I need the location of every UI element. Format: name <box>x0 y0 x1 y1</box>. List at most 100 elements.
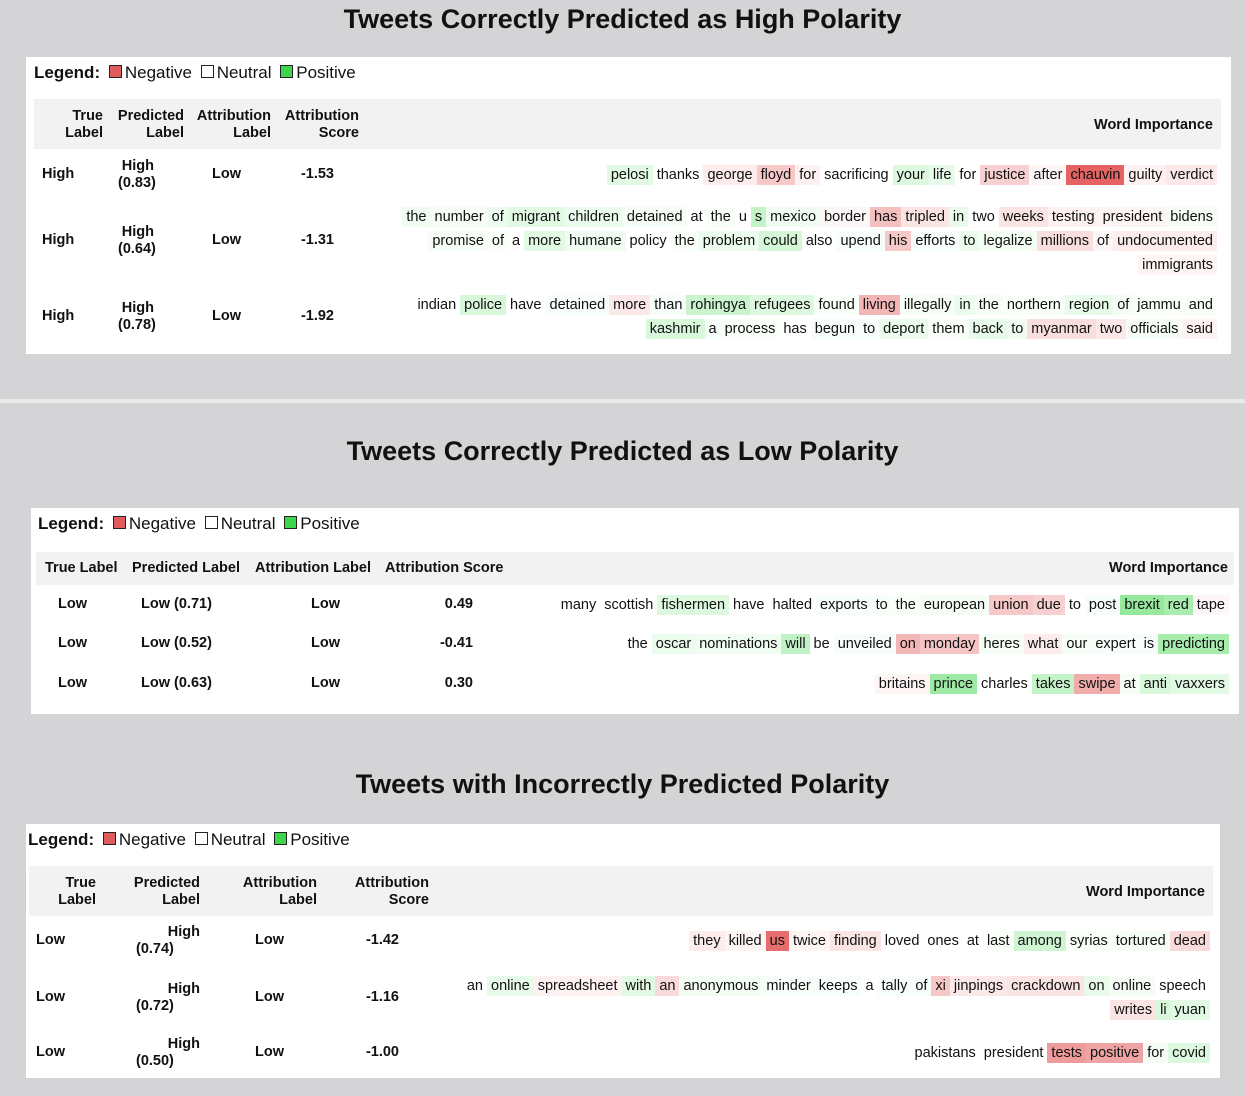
word-token: tape <box>1192 595 1229 615</box>
word-token: has <box>783 321 807 337</box>
header-attribution-score: Attribution Score <box>354 875 429 908</box>
true-label-cell: Low <box>36 1044 65 1060</box>
word-token: problem <box>698 231 760 251</box>
word-token: us <box>765 931 789 951</box>
word-token: more <box>609 295 651 315</box>
word-token: takes <box>1031 674 1075 694</box>
word-token: with <box>621 976 656 996</box>
word-token: due <box>1032 595 1065 615</box>
predicted-prob-cell: (0.83) <box>118 175 156 191</box>
word-token: rohingya <box>686 295 751 315</box>
predicted-prob-cell: (0.78) <box>118 317 156 333</box>
word-token: have <box>733 597 765 613</box>
word-token: minder <box>762 976 815 996</box>
word-token: process <box>721 319 780 339</box>
word-token: post <box>1084 595 1121 615</box>
table-panel-high: Legend: Negative Neutral Positive True La… <box>26 57 1231 354</box>
word-token: also <box>805 233 833 249</box>
word-token: tests <box>1047 1043 1087 1063</box>
header-predicted-label: Predicted Label <box>117 108 184 141</box>
neutral-swatch-icon <box>200 65 214 78</box>
word-token: twice <box>788 931 830 951</box>
attribution-label-cell: Low <box>311 596 340 612</box>
word-token: an <box>466 978 483 994</box>
word-token: red <box>1163 595 1193 615</box>
word-token: crackdown <box>1007 976 1085 996</box>
word-token: at <box>966 933 979 949</box>
word-token: predicting <box>1158 634 1229 654</box>
legend-positive: Positive <box>300 514 360 533</box>
word-token: finding <box>830 931 881 951</box>
word-token: vaxxers <box>1171 674 1229 694</box>
word-token: police <box>460 295 507 315</box>
header-attribution-label: Attribution Label <box>242 875 317 908</box>
attribution-label-cell: Low <box>255 1044 284 1060</box>
word-token: a <box>865 978 874 994</box>
attribution-score-cell: 0.30 <box>444 675 473 691</box>
word-token: mexico <box>766 207 821 227</box>
predicted-prob-cell: (0.64) <box>118 241 156 257</box>
attribution-score-cell: -0.41 <box>439 635 473 651</box>
word-token: number <box>430 207 488 227</box>
word-token: an <box>655 976 680 996</box>
word-token: u <box>738 209 747 225</box>
true-label-cell: Low <box>58 675 87 691</box>
word-token: region <box>1064 295 1114 315</box>
word-token: the <box>707 207 735 227</box>
negative-swatch-icon <box>102 832 116 845</box>
word-token: testing <box>1047 207 1099 227</box>
table-panel-low: Legend: Negative Neutral Positive True L… <box>31 508 1239 714</box>
predicted-label-cell: High <box>167 924 200 940</box>
word-token: the <box>402 207 431 227</box>
word-importance-cell: they killed us twice finding loved ones at last a… <box>446 924 1210 958</box>
word-token: brexit <box>1120 595 1164 615</box>
word-token: verdict <box>1166 165 1217 185</box>
word-token: what <box>1023 634 1063 654</box>
table-header: True Label Predicted Label Attribution Labe… <box>34 99 1221 149</box>
word-token: unveiled <box>833 634 896 654</box>
attribution-score-cell: -1.16 <box>365 989 399 1005</box>
positive-swatch-icon <box>280 65 294 78</box>
attribution-label-cell: Low <box>212 166 241 182</box>
word-importance-cell: pakistans president tests positive for covid <box>446 1036 1210 1070</box>
header-true-label: True Label <box>58 875 96 908</box>
word-token: children <box>564 207 623 227</box>
positive-swatch-icon <box>284 516 298 529</box>
true-label-cell: High <box>42 308 75 324</box>
attribution-score-cell: -1.42 <box>365 932 399 948</box>
word-token: back <box>968 319 1008 339</box>
word-token: them <box>928 319 968 339</box>
word-token: thanks <box>656 167 700 183</box>
word-token: chauvin <box>1066 165 1125 185</box>
word-token: online <box>1108 976 1156 996</box>
section-title-low: Tweets Correctly Predicted as Low Polari… <box>346 436 899 466</box>
word-token: bidens <box>1166 207 1217 227</box>
word-importance-cell: many scottish fishermen have halted exports to… <box>501 588 1229 622</box>
header-true-label: True Label <box>45 560 118 576</box>
attribution-label-cell: Low <box>212 232 241 248</box>
negative-swatch-icon <box>108 65 122 78</box>
word-token: for <box>959 167 977 183</box>
word-token: loved <box>884 933 920 949</box>
legend-neutral: Neutral <box>216 63 272 82</box>
header-attribution-label: Attribution Label <box>255 560 371 576</box>
negative-swatch-icon <box>112 516 126 529</box>
true-label-cell: High <box>42 166 75 182</box>
word-token: oscar <box>651 634 696 654</box>
word-token: of <box>1113 295 1134 315</box>
word-token: speech <box>1159 978 1206 994</box>
neutral-swatch-icon <box>194 832 208 845</box>
word-token: to <box>1007 319 1028 339</box>
word-token: illegally <box>899 295 956 315</box>
word-token: last <box>983 931 1014 951</box>
word-token: detained <box>545 295 610 315</box>
word-token: britains <box>874 674 930 694</box>
legend-negative: Negative <box>128 514 196 533</box>
word-token: among <box>1013 931 1066 951</box>
word-token: life <box>928 165 956 185</box>
neutral-swatch-icon <box>204 516 218 529</box>
word-token: to <box>1068 597 1081 613</box>
word-token: said <box>1182 319 1217 339</box>
predicted-prob-cell: (0.50) <box>136 1053 174 1069</box>
word-token: union <box>989 595 1033 615</box>
